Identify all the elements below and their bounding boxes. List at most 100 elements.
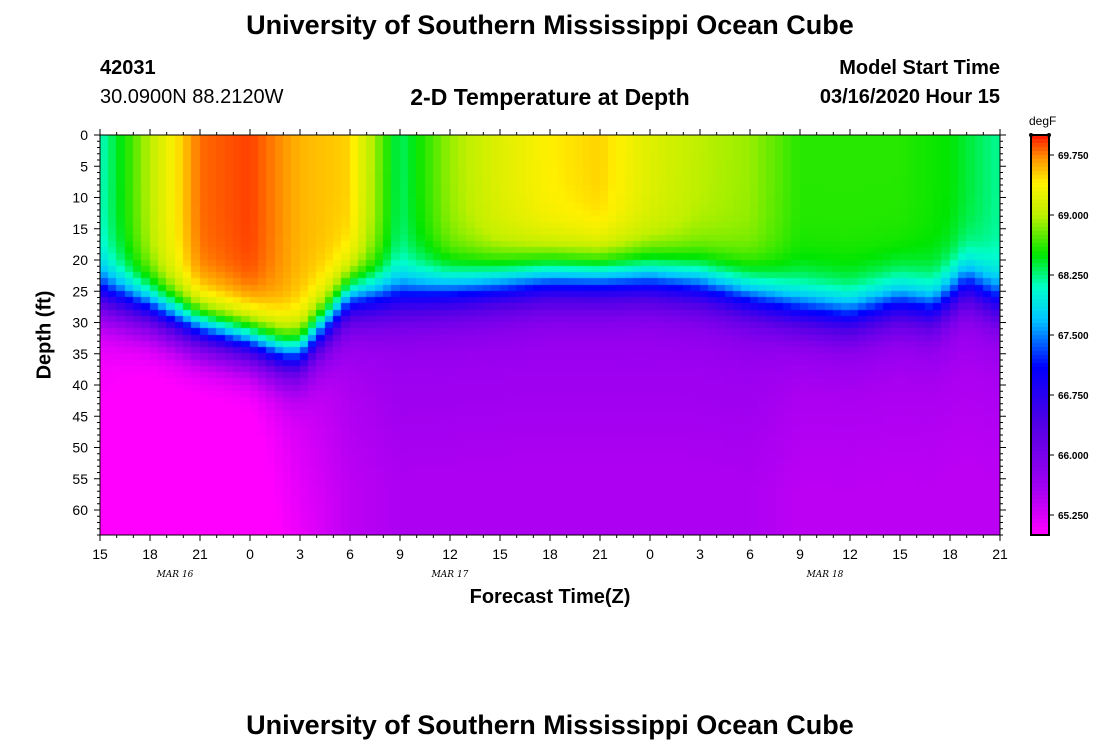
y-tick-label: 45 xyxy=(72,408,88,424)
colorbar-segment xyxy=(1031,511,1049,516)
colorbar-segment xyxy=(1031,175,1049,180)
colorbar-segment xyxy=(1031,471,1049,476)
colorbar-segment xyxy=(1031,343,1049,348)
colorbar-segment xyxy=(1031,167,1049,172)
colorbar-segment xyxy=(1031,411,1049,416)
colorbar-segment xyxy=(1031,383,1049,388)
y-tick-label: 55 xyxy=(72,471,88,487)
colorbar-segment xyxy=(1031,419,1049,424)
y-tick-label: 15 xyxy=(72,221,88,237)
colorbar-segment xyxy=(1031,371,1049,376)
colorbar-corner-dot xyxy=(1029,133,1033,137)
colorbar-segment xyxy=(1031,263,1049,268)
colorbar-segment xyxy=(1031,135,1049,140)
colorbar-segment xyxy=(1031,479,1049,484)
colorbar-segment xyxy=(1031,475,1049,480)
colorbar-segment xyxy=(1031,311,1049,316)
colorbar-segment xyxy=(1031,303,1049,308)
colorbar-segment xyxy=(1031,499,1049,504)
colorbar-segment xyxy=(1031,223,1049,228)
colorbar-segment xyxy=(1031,443,1049,448)
colorbar-segment xyxy=(1031,171,1049,176)
colorbar-segment xyxy=(1031,527,1049,532)
colorbar-segment xyxy=(1031,403,1049,408)
colorbar-segment xyxy=(1031,271,1049,276)
colorbar-segment xyxy=(1031,439,1049,444)
colorbar-segment xyxy=(1031,431,1049,436)
colorbar-segment xyxy=(1031,355,1049,360)
colorbar-segment xyxy=(1031,211,1049,216)
x-tick-label: 0 xyxy=(246,546,254,562)
x-tick-label: 21 xyxy=(192,546,208,562)
colorbar: 69.750 69.000 68.250 67.500 66.750 66.000 65.2… xyxy=(1029,133,1089,536)
colorbar-segment xyxy=(1031,399,1049,404)
y-tick-label: 20 xyxy=(72,252,88,268)
colorbar-segment xyxy=(1031,219,1049,224)
colorbar-segment xyxy=(1031,447,1049,452)
colorbar-segment xyxy=(1031,503,1049,508)
colorbar-segment xyxy=(1031,283,1049,288)
colorbar-segment xyxy=(1031,259,1049,264)
colorbar-segment xyxy=(1031,243,1049,248)
y-axis: 0 5 10 15 20 25 30 35 40 45 50 55 60 xyxy=(72,127,1006,536)
colorbar-segment xyxy=(1031,291,1049,296)
colorbar-segment xyxy=(1031,387,1049,392)
x-tick-label: 12 xyxy=(442,546,458,562)
station-coords: 30.0900N 88.2120W xyxy=(100,86,284,108)
colorbar-segment xyxy=(1031,407,1049,412)
colorbar-segment xyxy=(1031,307,1049,312)
colorbar-segment xyxy=(1031,155,1049,160)
x-tick-label: 6 xyxy=(346,546,354,562)
colorbar-segment xyxy=(1031,435,1049,440)
colorbar-segment xyxy=(1031,299,1049,304)
x-tick-label: 21 xyxy=(592,546,608,562)
colorbar-segment xyxy=(1031,515,1049,520)
date-label: MAR 16 xyxy=(156,570,194,580)
x-tick-label: 18 xyxy=(142,546,158,562)
colorbar-segment xyxy=(1031,227,1049,232)
x-tick-label: 15 xyxy=(492,546,508,562)
colorbar-segment xyxy=(1031,319,1049,324)
x-tick-label: 0 xyxy=(646,546,654,562)
station-id: 42031 xyxy=(100,57,156,79)
colorbar-segment xyxy=(1031,363,1049,368)
colorbar-unit: degF xyxy=(1029,114,1057,128)
colorbar-segment xyxy=(1031,163,1049,168)
colorbar-segment xyxy=(1031,247,1049,252)
colorbar-segment xyxy=(1031,463,1049,468)
top-title: University of Southern Mississippi Ocean… xyxy=(246,10,854,40)
colorbar-segment xyxy=(1031,459,1049,464)
x-tick-label: 9 xyxy=(396,546,404,562)
colorbar-segment xyxy=(1031,315,1049,320)
colorbar-segment xyxy=(1031,423,1049,428)
colorbar-tick-label: 65.250 xyxy=(1058,511,1089,522)
colorbar-segment xyxy=(1031,327,1049,332)
date-label: MAR 17 xyxy=(431,570,469,580)
colorbar-segment xyxy=(1031,199,1049,204)
x-tick-label: 18 xyxy=(942,546,958,562)
x-tick-label: 3 xyxy=(296,546,304,562)
colorbar-segment xyxy=(1031,151,1049,156)
colorbar-segment xyxy=(1031,519,1049,524)
colorbar-segment xyxy=(1031,367,1049,372)
colorbar-segment xyxy=(1031,523,1049,528)
colorbar-segment xyxy=(1031,427,1049,432)
colorbar-segment xyxy=(1031,187,1049,192)
x-tick-label: 6 xyxy=(746,546,754,562)
colorbar-segment xyxy=(1031,507,1049,512)
colorbar-segment xyxy=(1031,375,1049,380)
colorbar-segment xyxy=(1031,415,1049,420)
colorbar-segment xyxy=(1031,347,1049,352)
model-start-value: 03/16/2020 Hour 15 xyxy=(819,86,1000,108)
y-tick-label: 25 xyxy=(72,283,88,299)
y-tick-label: 0 xyxy=(80,127,88,143)
y-tick-label: 35 xyxy=(72,346,88,362)
y-tick-label: 30 xyxy=(72,315,88,331)
colorbar-segment xyxy=(1031,139,1049,144)
colorbar-tick-label: 69.750 xyxy=(1058,151,1089,162)
colorbar-segment xyxy=(1031,143,1049,148)
colorbar-segment xyxy=(1031,531,1049,536)
colorbar-segment xyxy=(1031,323,1049,328)
colorbar-segment xyxy=(1031,183,1049,188)
chart-title: 2-D Temperature at Depth xyxy=(410,84,690,110)
